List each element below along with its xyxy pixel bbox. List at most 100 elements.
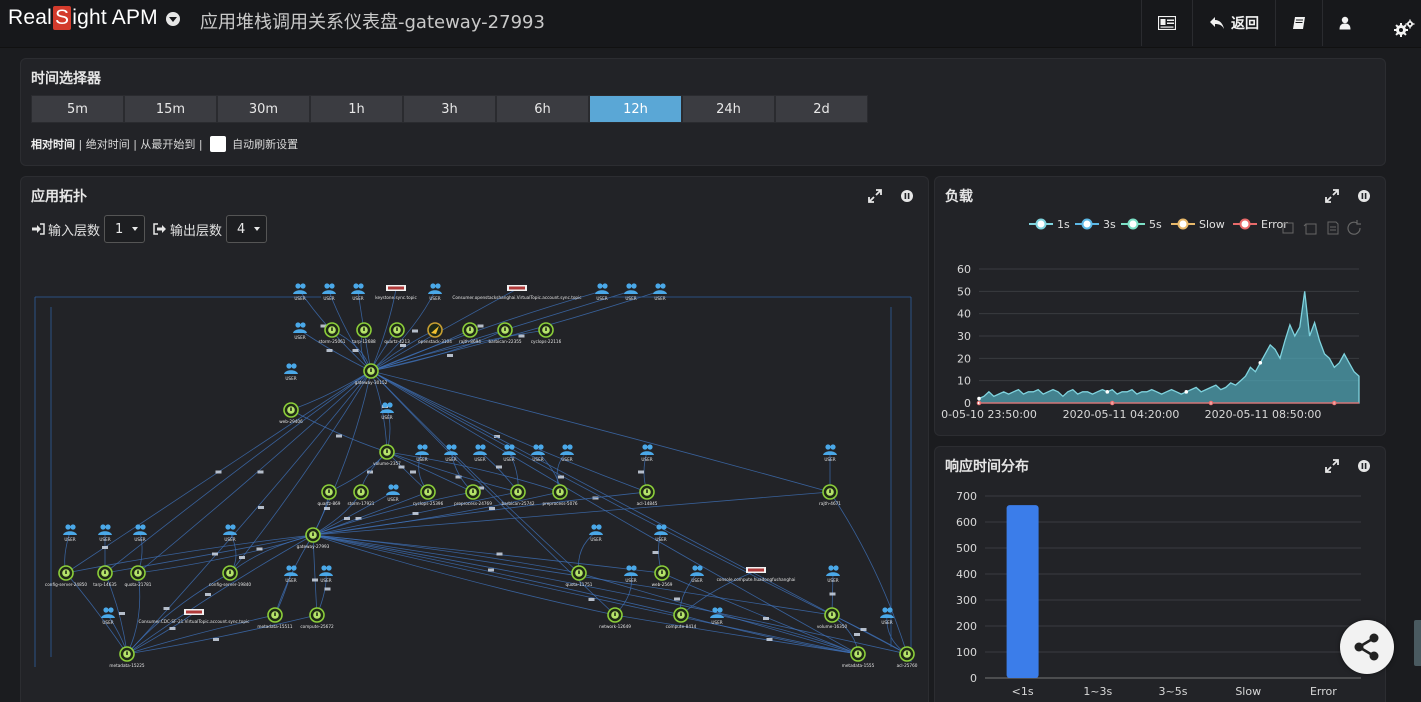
user-node[interactable]: USER [880,607,894,625]
service-node[interactable]: rajth-8694 [459,322,481,344]
user-node[interactable]: USER [351,283,365,301]
service-node[interactable]: rajth-4671 [819,484,841,506]
service-node[interactable]: tarp-14635 [93,565,117,587]
pause-button[interactable] [1353,455,1375,477]
topic-node[interactable]: Consumer.openstackshanghai.VirtualTopic.… [452,285,582,300]
service-node[interactable]: storm-17921 [348,484,375,506]
pause-button[interactable] [1353,185,1375,207]
user-node[interactable]: USER [640,444,654,462]
service-node[interactable]: metadata-1555 [842,646,875,668]
zoom-reset-icon[interactable] [1303,223,1317,235]
user-node[interactable]: USER [654,524,668,542]
id-card-button[interactable] [1141,0,1192,46]
user-node[interactable]: USER [284,363,298,381]
auto-refresh-checkbox[interactable] [210,136,227,152]
service-node[interactable]: gateway-30152 [355,363,388,385]
legend-item[interactable]: Error [1233,218,1288,231]
user-node[interactable]: USER [293,322,307,340]
service-node[interactable]: metadata-15225 [109,646,145,668]
service-node[interactable]: volume-2357 [373,444,401,466]
legend-item[interactable]: 3s [1075,218,1116,231]
service-node[interactable]: acl-14845 [637,484,658,506]
user-node[interactable]: USER [589,524,603,542]
user-node[interactable]: USER [624,283,638,301]
side-tab[interactable] [1414,620,1421,666]
service-node[interactable]: cyclops-22116 [531,322,562,344]
topic-node[interactable]: keystone.sync.topic [375,285,417,300]
service-node[interactable]: preprocess-24769 [454,484,492,506]
user-node[interactable]: USER [98,524,112,542]
service-node[interactable]: compute-25672 [300,607,334,629]
expand-button[interactable] [864,185,886,207]
output-layers-select[interactable]: 4 [226,215,268,243]
absolute-time-link[interactable]: 绝对时间 [85,138,130,151]
user-node[interactable]: USER [63,524,77,542]
user-node[interactable]: USER [319,565,333,583]
service-node[interactable]: volume-16350 [817,607,848,629]
service-node[interactable]: network-12649 [599,607,631,629]
topic-node[interactable]: console.compute.huadongfushanghai [717,567,796,582]
legend-item[interactable]: Slow [1171,218,1225,231]
user-node[interactable]: USER [595,283,609,301]
user-node[interactable]: USER [322,283,336,301]
service-node[interactable]: config-server-24850 [45,565,87,587]
legend-item[interactable]: 5s [1121,218,1162,231]
service-node[interactable]: quota-11751 [566,565,593,587]
restore-icon[interactable] [1347,220,1361,235]
time-range-6h[interactable]: 6h [496,95,589,123]
service-node[interactable]: openstack-3104 [418,322,452,344]
time-range-30m[interactable]: 30m [217,95,310,123]
settings-button[interactable] [1393,18,1415,44]
book-button[interactable] [1275,0,1322,46]
user-node[interactable]: USER [133,524,147,542]
user-node[interactable]: USER [293,283,307,301]
user-node[interactable]: USER [415,444,429,462]
service-node[interactable]: gateway-27993 [297,527,330,549]
user-node[interactable]: USER [690,565,704,583]
time-range-24h[interactable]: 24h [682,95,775,123]
user-node[interactable]: USER [386,484,400,502]
user-node[interactable]: USER [653,283,667,301]
service-node[interactable]: quota-21781 [125,565,152,587]
relative-time-link[interactable]: 相对时间 [31,138,75,151]
chevron-down-icon[interactable] [165,12,180,26]
service-node[interactable]: config-server-19840 [209,565,251,587]
from-start-link[interactable]: 从最开始到 [140,138,196,151]
expand-button[interactable] [1321,185,1343,207]
service-node[interactable]: compute-8414 [666,607,697,629]
user-node[interactable]: USER [223,524,237,542]
user-node[interactable]: USER [473,444,487,462]
time-range-3h[interactable]: 3h [403,95,496,123]
pause-button[interactable] [896,185,918,207]
time-range-12h[interactable]: 12h [589,95,682,123]
user-node[interactable]: USER [531,444,545,462]
time-range-1h[interactable]: 1h [310,95,403,123]
user-node[interactable]: USER [624,565,638,583]
user-node[interactable]: USER [444,444,458,462]
time-range-5m[interactable]: 5m [31,95,124,123]
service-node[interactable]: barbican-25742 [501,484,535,506]
expand-button[interactable] [1321,455,1343,477]
back-button[interactable]: 返回 [1192,0,1275,46]
topology-graph[interactable]: USER USER USER keystone.sync.topic USER Consu… [21,267,928,702]
service-node[interactable]: web-2569 [652,565,673,587]
service-node[interactable]: web-29406 [279,402,303,424]
input-layers-select[interactable]: 1 [104,215,146,243]
service-node[interactable]: tarp-12688 [352,322,376,344]
service-node[interactable]: metadata-15511 [257,607,293,629]
user-node[interactable]: USER [823,444,837,462]
service-node[interactable]: cyclops-25396 [413,484,444,506]
service-node[interactable]: quartz-869 [318,484,341,506]
zoom-icon[interactable] [1282,222,1294,234]
user-node[interactable]: USER [428,283,442,301]
user-node[interactable]: USER [560,444,574,462]
user-node[interactable]: USER [284,565,298,583]
time-range-2d[interactable]: 2d [775,95,868,123]
user-button[interactable] [1322,0,1367,46]
share-button[interactable] [1340,620,1394,674]
service-node[interactable]: preprocess-5076 [542,484,578,506]
service-node[interactable]: storm-25061 [319,322,346,344]
service-node[interactable]: barbican-22355 [488,322,522,344]
legend-item[interactable]: 1s [1029,218,1070,231]
user-node[interactable]: USER [710,607,724,625]
